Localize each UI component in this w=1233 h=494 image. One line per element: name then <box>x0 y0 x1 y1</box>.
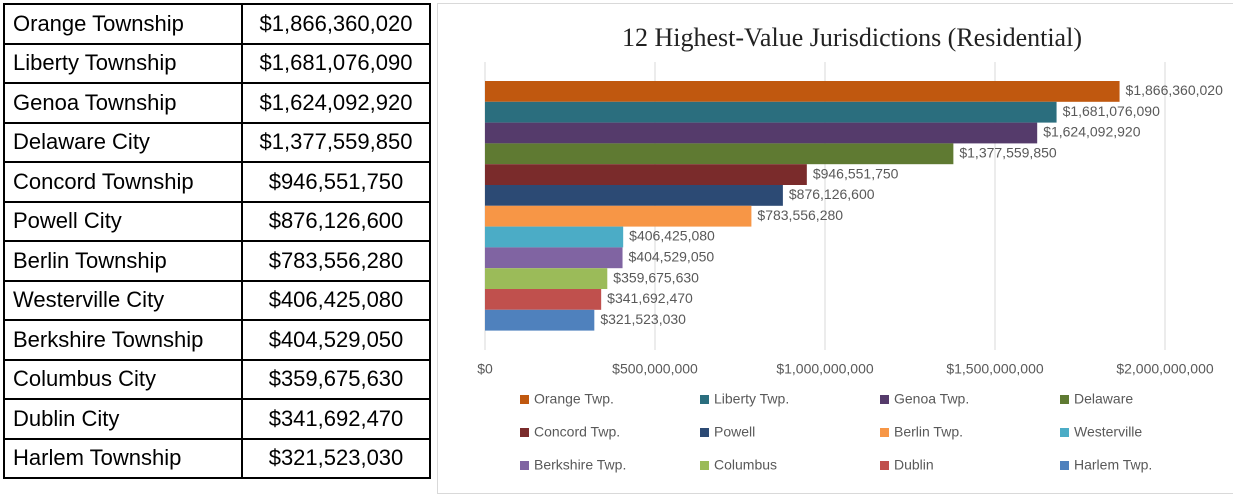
value-label: $946,551,750 <box>813 165 899 181</box>
legend-swatch <box>1060 461 1069 470</box>
name-cell: Berlin Township <box>3 240 243 282</box>
value-label: $321,523,030 <box>600 311 686 327</box>
value-cell: $876,126,600 <box>241 200 431 242</box>
legend-label: Powell <box>714 424 755 440</box>
table-row: Delaware City $1,377,559,850 <box>3 121 431 163</box>
value-label: $1,624,092,920 <box>1043 124 1141 140</box>
value-cell: $783,556,280 <box>241 240 431 282</box>
value-label: $404,529,050 <box>629 249 715 265</box>
legend-label: Columbus <box>714 457 777 473</box>
name-cell: Westerville City <box>3 279 243 321</box>
value-label: $1,866,360,020 <box>1126 82 1224 98</box>
bar <box>485 205 752 227</box>
name-cell: Orange Township <box>3 3 243 45</box>
value-label: $341,692,470 <box>607 290 693 306</box>
value-cell: $1,681,076,090 <box>241 42 431 84</box>
value-cell: $341,692,470 <box>241 398 431 440</box>
value-label: $406,425,080 <box>629 228 715 244</box>
bar <box>485 247 623 269</box>
name-cell: Berkshire Township <box>3 319 243 361</box>
chart: 12 Highest-Value Jurisdictions (Resident… <box>437 3 1233 494</box>
bar <box>485 101 1057 123</box>
legend-swatch <box>520 395 529 404</box>
legend-label: Harlem Twp. <box>1074 457 1152 473</box>
bar <box>485 309 595 331</box>
bar <box>485 289 602 310</box>
legend-label: Liberty Twp. <box>714 391 789 407</box>
bar <box>485 122 1038 144</box>
value-cell: $1,377,559,850 <box>241 121 431 163</box>
legend-label: Delaware <box>1074 391 1133 407</box>
value-cell: $406,425,080 <box>241 279 431 321</box>
legend-swatch <box>700 461 709 470</box>
name-cell: Genoa Township <box>3 82 243 124</box>
x-tick-label: $0 <box>477 361 493 377</box>
value-label: $359,675,630 <box>613 269 699 285</box>
table-row: Westerville City $406,425,080 <box>3 279 431 321</box>
value-label: $876,126,600 <box>789 186 875 202</box>
value-cell: $321,523,030 <box>241 437 431 479</box>
table-row: Concord Township $946,551,750 <box>3 161 431 203</box>
table-row: Orange Township $1,866,360,020 <box>3 3 431 45</box>
legend-label: Berkshire Twp. <box>534 457 626 473</box>
legend-swatch <box>880 461 889 470</box>
legend-swatch <box>880 395 889 404</box>
legend-swatch <box>1060 395 1069 404</box>
bar <box>485 268 608 289</box>
bar <box>485 164 807 185</box>
jurisdiction-table: Orange Township $1,866,360,020 Liberty Tow… <box>3 3 431 479</box>
table-row: Liberty Township $1,681,076,090 <box>3 42 431 84</box>
legend-label: Westerville <box>1074 424 1142 440</box>
table-row: Columbus City $359,675,630 <box>3 358 431 400</box>
name-cell: Dublin City <box>3 398 243 440</box>
name-cell: Concord Township <box>3 161 243 203</box>
value-cell: $1,866,360,020 <box>241 3 431 45</box>
table-row: Dublin City $341,692,470 <box>3 398 431 440</box>
x-tick-label: $2,000,000,000 <box>1116 361 1214 377</box>
name-cell: Liberty Township <box>3 42 243 84</box>
name-cell: Columbus City <box>3 358 243 400</box>
table-row: Harlem Township $321,523,030 <box>3 437 431 479</box>
bar <box>485 185 783 206</box>
legend-label: Concord Twp. <box>534 424 620 440</box>
table-row: Berkshire Township $404,529,050 <box>3 319 431 361</box>
legend-swatch <box>1060 428 1069 437</box>
table-row: Berlin Township $783,556,280 <box>3 240 431 282</box>
value-label: $1,377,559,850 <box>959 145 1057 161</box>
bar <box>485 226 624 248</box>
x-tick-label: $1,500,000,000 <box>946 361 1044 377</box>
legend-label: Berlin Twp. <box>894 424 963 440</box>
value-cell: $946,551,750 <box>241 161 431 203</box>
legend-swatch <box>700 428 709 437</box>
legend-swatch <box>520 461 529 470</box>
value-label: $783,556,280 <box>757 207 843 223</box>
legend-swatch <box>880 428 889 437</box>
x-tick-label: $1,000,000,000 <box>776 361 874 377</box>
chart-title: 12 Highest-Value Jurisdictions (Resident… <box>622 23 1082 52</box>
name-cell: Harlem Township <box>3 437 243 479</box>
value-cell: $1,624,092,920 <box>241 82 431 124</box>
value-cell: $404,529,050 <box>241 319 431 361</box>
table-row: Genoa Township $1,624,092,920 <box>3 82 431 124</box>
value-cell: $359,675,630 <box>241 358 431 400</box>
legend-label: Dublin <box>894 457 934 473</box>
legend-label: Orange Twp. <box>534 391 614 407</box>
bar <box>485 143 954 165</box>
value-label: $1,681,076,090 <box>1063 103 1161 119</box>
legend-label: Genoa Twp. <box>894 391 969 407</box>
x-tick-label: $500,000,000 <box>612 361 698 377</box>
legend-swatch <box>700 395 709 404</box>
bar <box>485 81 1120 102</box>
table-row: Powell City $876,126,600 <box>3 200 431 242</box>
legend-swatch <box>520 428 529 437</box>
name-cell: Delaware City <box>3 121 243 163</box>
name-cell: Powell City <box>3 200 243 242</box>
